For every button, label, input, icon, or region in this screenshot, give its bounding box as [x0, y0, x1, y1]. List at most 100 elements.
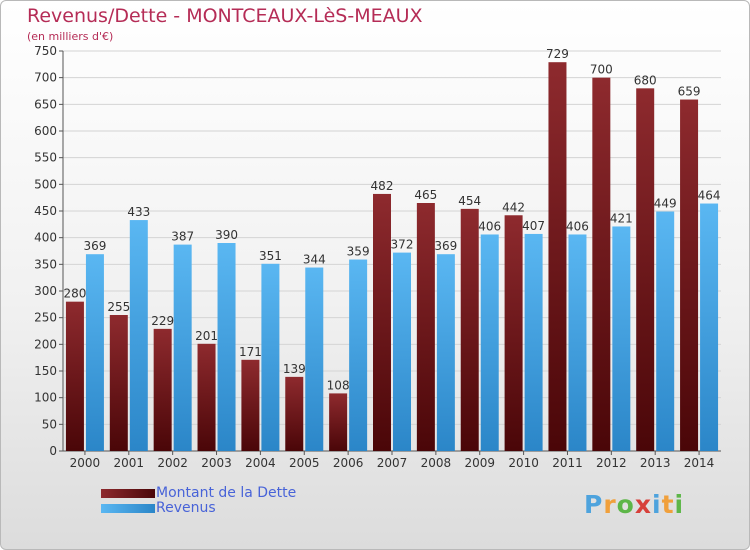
- data-label-dette: 201: [195, 329, 218, 343]
- data-label-revenus: 369: [83, 239, 106, 253]
- bar-dette: [460, 208, 479, 451]
- logo-letter: i: [674, 490, 685, 519]
- bar-dette: [504, 215, 523, 451]
- chart-title: Revenus/Dette - MONTCEAUX-LèS-MEAUX: [27, 5, 423, 27]
- y-tick-label: 750: [34, 44, 57, 58]
- bar-revenus: [700, 203, 719, 451]
- data-label-dette: 108: [327, 378, 350, 392]
- data-label-revenus: 351: [259, 249, 282, 263]
- bar-revenus: [173, 244, 192, 451]
- data-label-dette: 454: [458, 194, 481, 208]
- bar-dette: [329, 393, 348, 451]
- logo-letter: P: [584, 490, 604, 519]
- bar-dette: [592, 77, 611, 452]
- chart-subtitle: (en milliers d'€): [27, 30, 114, 43]
- data-label-dette: 139: [283, 362, 306, 376]
- data-label-revenus: 390: [215, 228, 238, 242]
- x-tick-label: 2011: [552, 456, 583, 470]
- data-label-dette: 729: [546, 47, 569, 61]
- bar-revenus: [480, 234, 499, 451]
- logo-letter: r: [603, 490, 617, 519]
- bar-revenus: [436, 254, 455, 451]
- y-tick-label: 450: [34, 204, 57, 218]
- legend-swatch-dette: [101, 489, 155, 498]
- x-tick-label: 2010: [508, 456, 539, 470]
- data-label-dette: 229: [151, 314, 174, 328]
- data-label-revenus: 433: [127, 205, 150, 219]
- bar-dette: [548, 62, 567, 451]
- bar-dette: [285, 376, 304, 451]
- bar-revenus: [393, 252, 411, 451]
- x-tick-label: 2014: [684, 456, 715, 470]
- y-tick-label: 350: [34, 257, 57, 271]
- x-tick-label: 2012: [596, 456, 627, 470]
- y-tick-label: 300: [34, 284, 57, 298]
- bar-revenus: [305, 267, 324, 451]
- x-tick-label: 2009: [464, 456, 495, 470]
- data-label-dette: 465: [414, 188, 437, 202]
- data-label-revenus: 407: [522, 219, 545, 233]
- y-tick-label: 650: [34, 97, 57, 111]
- y-tick-label: 50: [42, 417, 57, 431]
- y-tick-label: 500: [34, 177, 57, 191]
- y-tick-label: 400: [34, 231, 57, 245]
- y-tick-label: 100: [34, 391, 57, 405]
- bar-dette: [197, 343, 216, 451]
- bar-revenus: [349, 259, 368, 451]
- data-labels: 280 369 255 433 229 387 201 390 171 351 139 344 108 3…: [63, 47, 720, 392]
- proxiti-logo: Proxiti: [584, 490, 684, 519]
- data-label-dette: 700: [590, 63, 613, 77]
- bar-revenus: [568, 234, 587, 451]
- x-tick-label: 2002: [157, 456, 188, 470]
- data-label-revenus: 406: [566, 219, 589, 233]
- legend-label-dette: Montant de la Dette: [156, 485, 297, 501]
- bar-dette: [241, 359, 260, 451]
- data-label-revenus: 387: [171, 230, 194, 244]
- data-label-dette: 280: [63, 287, 86, 301]
- x-tick-label: 2004: [245, 456, 276, 470]
- data-label-dette: 659: [678, 85, 701, 99]
- data-label-revenus: 344: [303, 253, 326, 267]
- bar-revenus: [524, 233, 543, 451]
- grid: [63, 50, 721, 452]
- bar-dette: [65, 301, 84, 451]
- logo-letter: i: [652, 490, 662, 519]
- data-label-revenus: 449: [654, 197, 677, 211]
- bar-revenus: [656, 211, 675, 451]
- bar-dette: [109, 315, 128, 451]
- data-label-revenus: 369: [434, 239, 457, 253]
- logo-letter: x: [634, 490, 652, 519]
- data-label-revenus: 421: [610, 211, 633, 225]
- y-tick-label: 700: [34, 71, 57, 85]
- legend-label-revenus: Revenus: [156, 500, 216, 516]
- data-label-revenus: 464: [698, 189, 721, 203]
- bar-dette: [373, 193, 391, 451]
- y-tick-label: 250: [34, 311, 57, 325]
- bar-dette: [416, 203, 435, 451]
- bar-dette: [636, 88, 655, 451]
- logo-letter: o: [616, 490, 635, 519]
- y-tick-label: 200: [34, 337, 57, 351]
- x-tick-label: 2000: [70, 456, 101, 470]
- bar-dette: [680, 99, 699, 452]
- x-tick-label: 2006: [333, 456, 364, 470]
- bar-revenus: [217, 243, 236, 451]
- logo-letter: t: [661, 490, 675, 519]
- data-label-dette: 680: [634, 73, 657, 87]
- x-tick-label: 2001: [114, 456, 145, 470]
- legend-swatch-revenus: [101, 504, 155, 513]
- y-tick-label: 150: [34, 364, 57, 378]
- y-tick-label: 0: [49, 444, 57, 458]
- x-tick-label: 2008: [421, 456, 452, 470]
- bar-revenus: [261, 263, 280, 451]
- bars: [65, 62, 719, 452]
- x-tick-label: 2007: [377, 456, 408, 470]
- axes: 0 50 100 150 200 250 300 350 400 450 500 550 600 650 7…: [34, 44, 721, 470]
- bar-dette: [153, 328, 172, 451]
- data-label-dette: 442: [502, 200, 525, 214]
- data-label-revenus: 406: [478, 219, 501, 233]
- x-tick-label: 2013: [640, 456, 671, 470]
- data-label-dette: 255: [107, 300, 130, 314]
